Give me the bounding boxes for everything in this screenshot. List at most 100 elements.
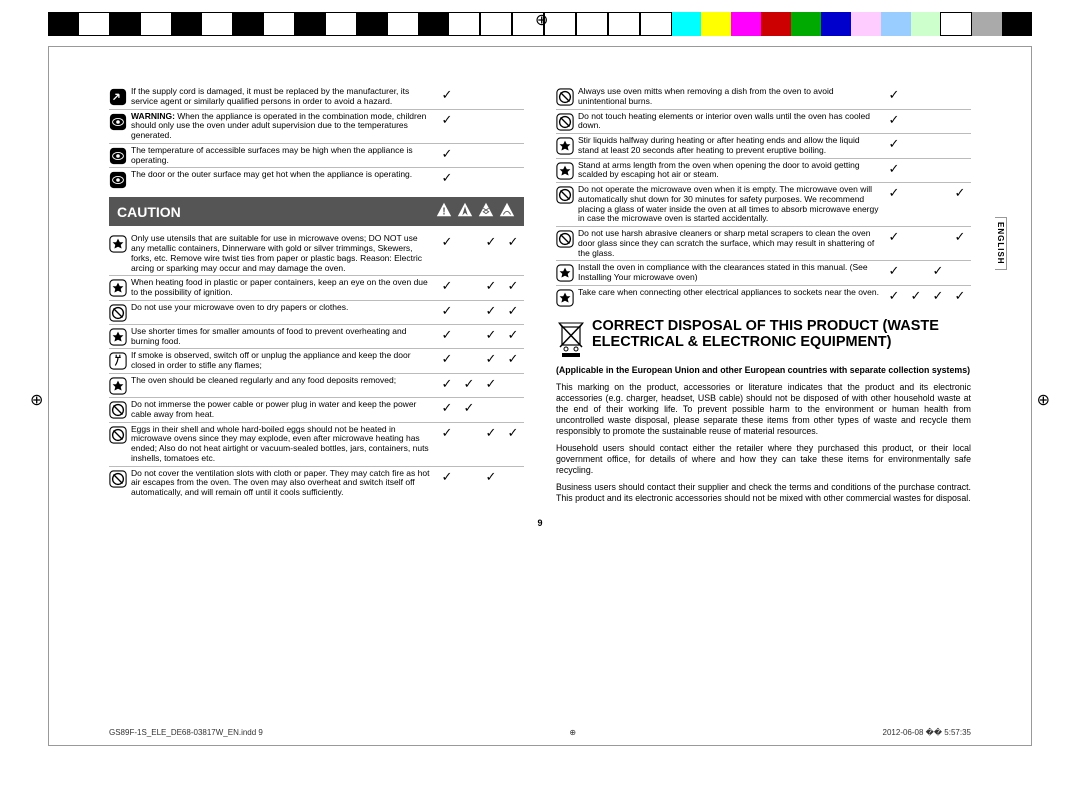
instruction-text: The door or the outer surface may get ho…: [131, 170, 436, 180]
check-cell: ✓: [436, 303, 458, 319]
instruction-row: Do not use your microwave oven to dry pa…: [109, 300, 524, 324]
ban-icon: [556, 186, 574, 204]
check-cell: [905, 87, 927, 103]
disposal-subtitle: (Applicable in the European Union and ot…: [556, 365, 971, 376]
check-cell: [905, 112, 927, 128]
registration-right: ⊕: [1037, 390, 1050, 410]
check-cell: [905, 136, 927, 152]
instruction-text: Do not operate the microwave oven when i…: [578, 185, 883, 224]
check-cell: [905, 263, 927, 279]
disposal-p3: Business users should contact their supp…: [556, 482, 971, 504]
eye-icon: [109, 147, 127, 165]
instruction-text: Always use oven mitts when removing a di…: [578, 87, 883, 107]
check-cell: ✓: [458, 400, 480, 416]
check-cell: [949, 112, 971, 128]
print-footer: GS89F-1S_ELE_DE68-03817W_EN.indd 9 ⊕ 201…: [109, 728, 971, 737]
check-cell: [458, 469, 480, 485]
caution-group: Only use utensils that are suitable for …: [109, 232, 524, 500]
check-cell: ✓: [436, 400, 458, 416]
star-icon: [556, 162, 574, 180]
check-cell: [927, 112, 949, 128]
check-cell: [458, 170, 480, 186]
left-column: If the supply cord is damaged, it must b…: [109, 85, 524, 510]
ban-icon: [556, 88, 574, 106]
instruction-text: Only use utensils that are suitable for …: [131, 234, 436, 273]
instruction-text: WARNING: When the appliance is operated …: [131, 112, 436, 141]
check-cell: [949, 161, 971, 177]
check-cell: ✓: [502, 278, 524, 294]
instruction-row: Do not cover the ventilation slots with …: [109, 466, 524, 500]
warn-icon: [495, 201, 516, 222]
ban-icon: [556, 113, 574, 131]
check-cell: ✓: [436, 234, 458, 250]
caution-label: CAUTION: [117, 204, 432, 220]
instruction-text: Stand at arms length from the oven when …: [578, 161, 883, 181]
instruction-text: Use shorter times for smaller amounts of…: [131, 327, 436, 347]
check-cell: [949, 87, 971, 103]
disposal-p1: This marking on the product, accessories…: [556, 382, 971, 437]
warn-icon: [453, 201, 474, 222]
instruction-row: Eggs in their shell and whole hard-boile…: [109, 422, 524, 466]
check-cell: ✓: [436, 112, 458, 128]
instruction-row: If the supply cord is damaged, it must b…: [109, 85, 524, 109]
star-icon: [556, 264, 574, 282]
warn-icon: [474, 201, 495, 222]
instruction-text: The temperature of accessible surfaces m…: [131, 146, 436, 166]
footer-date: 2012-06-08 �� 5:57:35: [883, 728, 971, 737]
check-cell: [458, 87, 480, 103]
instruction-text: Install the oven in compliance with the …: [578, 263, 883, 283]
check-cell: ✓: [883, 161, 905, 177]
star-icon: [109, 279, 127, 297]
disposal-heading: CORRECT DISPOSAL OF THIS PRODUCT (WASTE …: [556, 319, 971, 359]
check-cell: [458, 425, 480, 441]
page-frame: ENGLISH If the supply cord is damaged, i…: [48, 46, 1032, 746]
check-cell: [927, 161, 949, 177]
check-cell: ✓: [883, 229, 905, 245]
check-cell: ✓: [436, 87, 458, 103]
instruction-row: Do not use harsh abrasive cleaners or sh…: [556, 226, 971, 260]
check-cell: [458, 112, 480, 128]
check-cell: [458, 234, 480, 250]
eye-icon: [109, 171, 127, 189]
instruction-row: When heating food in plastic or paper co…: [109, 275, 524, 300]
instruction-text: The oven should be cleaned regularly and…: [131, 376, 436, 386]
check-cell: ✓: [502, 234, 524, 250]
instruction-row: Do not operate the microwave oven when i…: [556, 182, 971, 226]
check-cell: [480, 87, 502, 103]
plug-icon: [109, 352, 127, 370]
check-cell: ✓: [480, 425, 502, 441]
instruction-text: Take care when connecting other electric…: [578, 288, 883, 298]
instruction-row: Stand at arms length from the oven when …: [556, 158, 971, 183]
check-cell: [502, 376, 524, 392]
check-cell: ✓: [883, 185, 905, 201]
disposal-title: CORRECT DISPOSAL OF THIS PRODUCT (WASTE …: [592, 319, 971, 351]
check-cell: ✓: [436, 327, 458, 343]
check-cell: ✓: [949, 288, 971, 304]
instruction-text: Do not cover the ventilation slots with …: [131, 469, 436, 498]
check-cell: ✓: [480, 351, 502, 367]
instruction-row: The oven should be cleaned regularly and…: [109, 373, 524, 397]
instruction-row: Use shorter times for smaller amounts of…: [109, 324, 524, 349]
check-cell: [480, 170, 502, 186]
ban-icon: [109, 426, 127, 444]
star-icon: [109, 328, 127, 346]
check-cell: ✓: [436, 351, 458, 367]
top-warning-group: If the supply cord is damaged, it must b…: [109, 85, 524, 191]
star-icon: [109, 235, 127, 253]
check-cell: [927, 229, 949, 245]
check-cell: [502, 469, 524, 485]
check-cell: ✓: [883, 87, 905, 103]
footer-file: GS89F-1S_ELE_DE68-03817W_EN.indd 9: [109, 728, 263, 737]
check-cell: [905, 229, 927, 245]
warn-icon: !: [432, 201, 453, 222]
check-cell: ✓: [502, 351, 524, 367]
check-cell: ✓: [480, 278, 502, 294]
check-cell: [502, 87, 524, 103]
check-cell: [905, 185, 927, 201]
right-column: Always use oven mitts when removing a di…: [556, 85, 971, 510]
check-cell: ✓: [436, 376, 458, 392]
check-cell: [480, 146, 502, 162]
content-columns: If the supply cord is damaged, it must b…: [109, 85, 971, 510]
check-cell: ✓: [883, 263, 905, 279]
instruction-row: The door or the outer surface may get ho…: [109, 167, 524, 191]
